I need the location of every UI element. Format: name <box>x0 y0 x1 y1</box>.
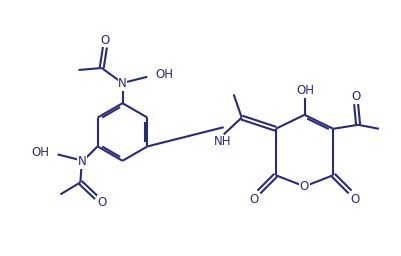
Text: O: O <box>249 193 259 206</box>
Text: NH: NH <box>214 135 232 148</box>
Text: OH: OH <box>32 146 50 159</box>
Text: O: O <box>350 193 360 206</box>
Text: O: O <box>100 34 109 47</box>
Text: O: O <box>300 180 309 193</box>
Text: OH: OH <box>296 83 314 97</box>
Text: N: N <box>118 78 127 91</box>
Text: O: O <box>98 196 107 209</box>
Text: O: O <box>351 90 361 103</box>
Text: OH: OH <box>155 68 173 81</box>
Text: N: N <box>78 155 87 168</box>
